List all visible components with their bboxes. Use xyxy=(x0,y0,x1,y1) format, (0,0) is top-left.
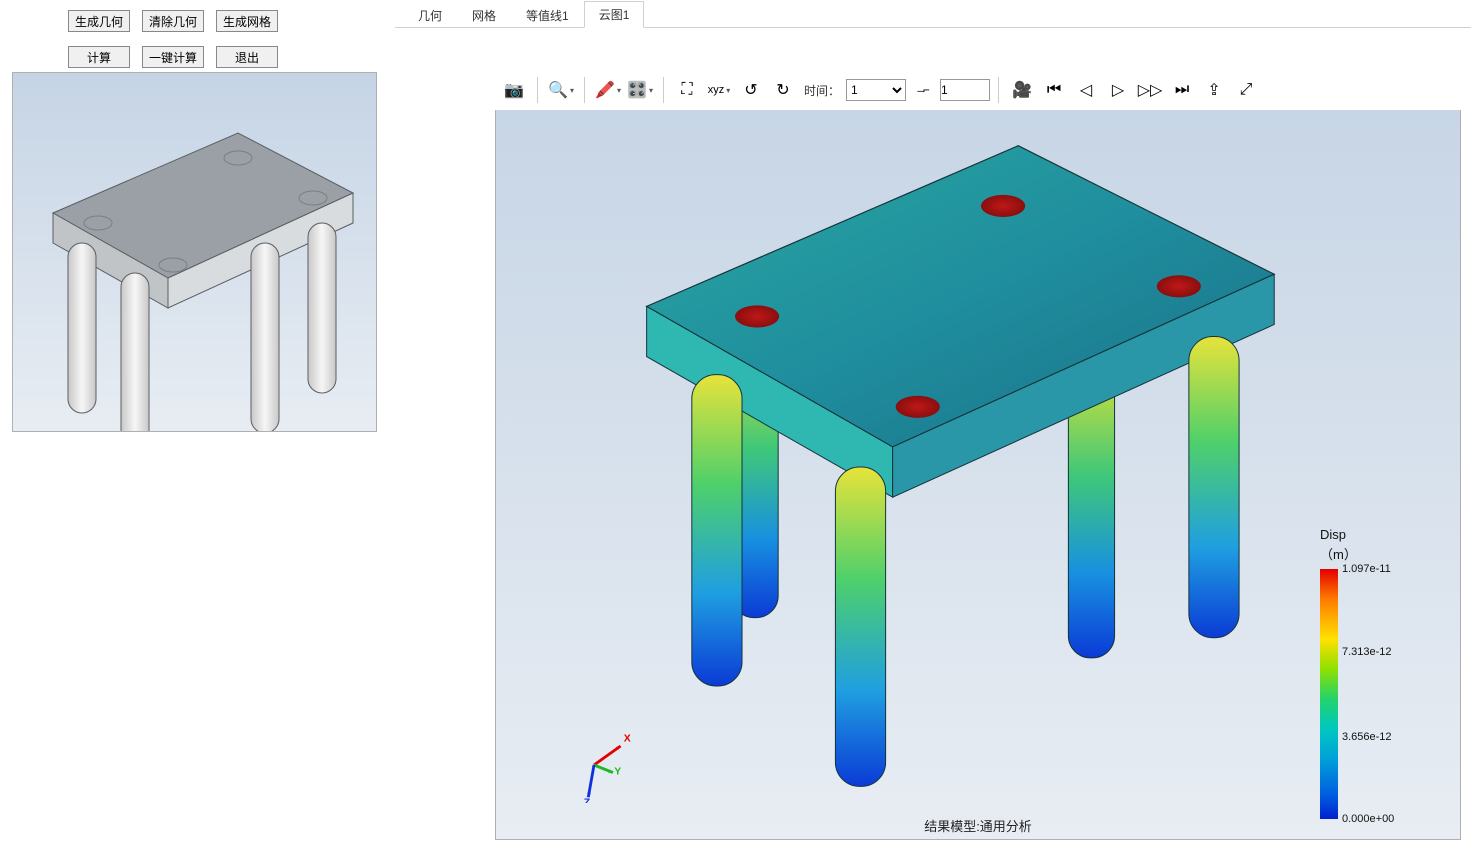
highlight-dropdown[interactable]: 🖍️ xyxy=(593,75,623,105)
play-icon: ▷ xyxy=(1112,80,1124,100)
legend-colorbar xyxy=(1320,569,1338,819)
fit-view-button[interactable]: ⛶ xyxy=(672,75,702,105)
button-row-1: 生成几何 清除几何 生成网格 xyxy=(0,0,395,36)
contour-viewport[interactable]: X Y Z 结果模型:通用分析 Disp （m） 1.097e-11 7.313e-1… xyxy=(495,70,1461,840)
step-back-icon: ◁ xyxy=(1080,80,1092,100)
toolbar-separator xyxy=(663,77,664,103)
time-select[interactable]: 1 xyxy=(846,79,906,101)
right-panel: 几何 网格 等值线1 云图1 xyxy=(395,0,1471,840)
next-frame-button[interactable]: ▷▷ xyxy=(1135,75,1165,105)
rotate-ccw-icon: ↺ xyxy=(744,80,757,100)
scale-button[interactable]: —⌐ xyxy=(908,75,938,105)
export-icon: ⇪ xyxy=(1207,80,1220,100)
exit-button[interactable]: 退出 xyxy=(216,46,278,68)
result-tabs: 几何 网格 等值线1 云图1 xyxy=(395,0,1471,28)
left-panel: 生成几何 清除几何 生成网格 计算 一键计算 退出 xyxy=(0,0,395,851)
generate-geometry-button[interactable]: 生成几何 xyxy=(68,10,130,32)
fullscreen-icon: ⤢ xyxy=(1240,81,1253,99)
legend-tick: 1.097e-11 xyxy=(1342,563,1391,575)
scale-icon: —⌐ xyxy=(917,84,928,97)
toolbar-separator xyxy=(537,77,538,103)
viewport-toolbar: 📷 🔍 🖍️ 🎛️ ⛶ xyz ↺ ↻ 时间： 1 —⌐ 🎥 ⏮ ◁ ▷ ▷▷ … xyxy=(495,70,1471,110)
toolbar-separator xyxy=(998,77,999,103)
generate-mesh-button[interactable]: 生成网格 xyxy=(216,10,278,32)
play-button[interactable]: ▷ xyxy=(1103,75,1133,105)
axes-orientation-dropdown[interactable]: xyz xyxy=(704,75,734,105)
rotate-cw-button[interactable]: ↻ xyxy=(768,75,798,105)
legend-tick: 0.000e+00 xyxy=(1342,813,1394,825)
preview-model-svg xyxy=(13,73,377,432)
prev-frame-button[interactable]: ◁ xyxy=(1071,75,1101,105)
compute-button[interactable]: 计算 xyxy=(68,46,130,68)
step-forward-icon: ▷▷ xyxy=(1138,80,1163,100)
legend-ticks: 1.097e-117.313e-123.656e-120.000e+00 xyxy=(1342,569,1430,819)
video-icon: 🎥 xyxy=(1012,80,1032,100)
record-button[interactable]: 🎥 xyxy=(1007,75,1037,105)
time-label: 时间： xyxy=(804,82,840,99)
legend-tick: 3.656e-12 xyxy=(1342,731,1392,743)
rotate-cw-icon: ↻ xyxy=(776,80,789,100)
result-model-label: 结果模型:通用分析 xyxy=(924,816,1032,835)
tab-mesh[interactable]: 网格 xyxy=(457,2,511,28)
color-legend: Disp （m） 1.097e-117.313e-123.656e-120.00… xyxy=(1320,527,1430,819)
screenshot-button[interactable]: 📷 xyxy=(499,75,529,105)
axis-triad: X Y Z xyxy=(556,727,632,803)
tab-contour1[interactable]: 云图1 xyxy=(584,1,645,28)
svg-text:Z: Z xyxy=(584,797,591,803)
camera-icon: 📷 xyxy=(504,80,524,100)
geometry-preview-viewport[interactable] xyxy=(12,72,377,432)
frame-spinner[interactable] xyxy=(940,79,990,101)
tab-geometry[interactable]: 几何 xyxy=(403,2,457,28)
clear-geometry-button[interactable]: 清除几何 xyxy=(142,10,204,32)
svg-text:X: X xyxy=(624,733,631,744)
legend-title: Disp xyxy=(1320,527,1430,542)
button-row-2: 计算 一键计算 退出 xyxy=(0,36,395,72)
svg-text:Y: Y xyxy=(614,767,621,778)
legend-tick: 7.313e-12 xyxy=(1342,646,1392,658)
cube-colormap-icon: 🎛️ xyxy=(627,80,647,100)
legend-unit: （m） xyxy=(1320,544,1430,563)
skip-end-icon: ⏭ xyxy=(1175,81,1189,99)
magnifier-icon: 🔍 xyxy=(548,80,568,100)
tab-isoline1[interactable]: 等值线1 xyxy=(511,2,584,28)
toolbar-separator xyxy=(584,77,585,103)
rotate-ccw-button[interactable]: ↺ xyxy=(736,75,766,105)
export-button[interactable]: ⇪ xyxy=(1199,75,1229,105)
contour-model-svg xyxy=(496,71,1460,839)
skip-start-icon: ⏮ xyxy=(1047,81,1061,99)
last-frame-button[interactable]: ⏭ xyxy=(1167,75,1197,105)
first-frame-button[interactable]: ⏮ xyxy=(1039,75,1069,105)
one-click-compute-button[interactable]: 一键计算 xyxy=(142,46,204,68)
highlighter-icon: 🖍️ xyxy=(595,80,615,100)
zoom-dropdown[interactable]: 🔍 xyxy=(546,75,576,105)
axes-icon: xyz xyxy=(708,84,725,96)
fullscreen-button[interactable]: ⤢ xyxy=(1231,75,1261,105)
fit-icon: ⛶ xyxy=(681,81,692,99)
colormap-dropdown[interactable]: 🎛️ xyxy=(625,75,655,105)
